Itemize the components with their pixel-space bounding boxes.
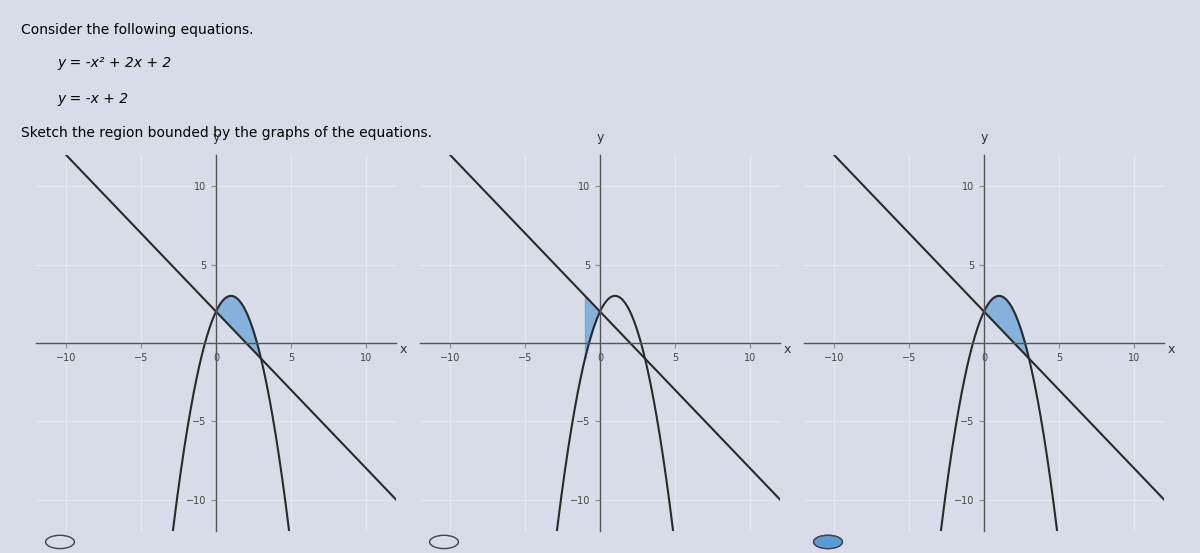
X-axis label: x: x [1168, 343, 1175, 356]
Text: Sketch the region bounded by the graphs of the equations.: Sketch the region bounded by the graphs … [22, 126, 432, 140]
X-axis label: x: x [784, 343, 791, 356]
Text: y = -x + 2: y = -x + 2 [58, 92, 128, 106]
Y-axis label: y: y [596, 131, 604, 144]
Text: y = -x² + 2x + 2: y = -x² + 2x + 2 [58, 55, 172, 70]
Text: Consider the following equations.: Consider the following equations. [22, 23, 253, 36]
Y-axis label: y: y [980, 131, 988, 144]
X-axis label: x: x [400, 343, 407, 356]
Y-axis label: y: y [212, 131, 220, 144]
